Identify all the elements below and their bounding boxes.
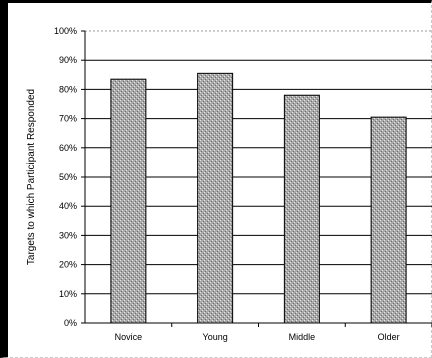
y-tick-label: 60% — [59, 143, 77, 153]
bar-novice — [110, 78, 147, 324]
y-axis-label: Targets to which Participant Responded — [26, 89, 37, 265]
y-tick-label: 50% — [59, 172, 77, 182]
x-tick-label: Older — [378, 332, 400, 342]
y-tick-label: 0% — [64, 318, 77, 328]
bar-middle — [283, 94, 320, 324]
bar-young — [197, 72, 234, 324]
y-tick-label: 20% — [59, 260, 77, 270]
y-tick-label: 100% — [54, 26, 77, 36]
y-tick-label: 70% — [59, 114, 77, 124]
bars — [110, 72, 407, 324]
y-tick-labels: 0% 10% 20% 30% 40% 50% 60% 70% 80% 90% 100% — [54, 26, 77, 328]
x-tick-label: Middle — [289, 332, 316, 342]
y-tick-label: 80% — [59, 84, 77, 94]
x-tick-label: Young — [203, 332, 228, 342]
y-tick-label: 90% — [59, 55, 77, 65]
y-tick-label: 10% — [59, 289, 77, 299]
y-tick-label: 40% — [59, 201, 77, 211]
bar-older — [370, 116, 407, 324]
x-tick-label: Novice — [115, 332, 143, 342]
y-tick-label: 30% — [59, 230, 77, 240]
x-tick-labels: Novice Young Middle Older — [115, 323, 432, 342]
